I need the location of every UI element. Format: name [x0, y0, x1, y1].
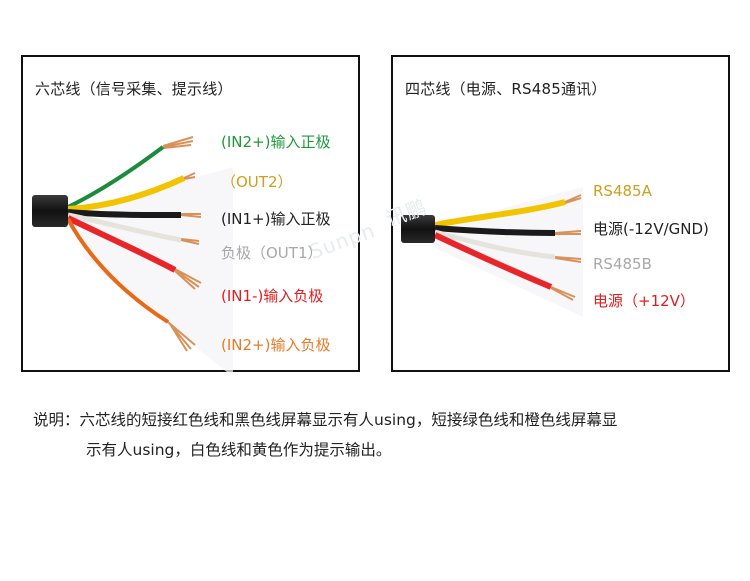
four-core-title: 四芯线（电源、RS485通讯）: [405, 80, 607, 98]
label-black-wire: (IN1+)输入正极: [221, 210, 331, 228]
cable-jacket: [401, 215, 435, 243]
note-line-2: 示有人using，白色线和黄色作为提示输出。: [86, 441, 392, 459]
black-wire: [434, 225, 556, 236]
four-core-cable-illustration: [401, 187, 583, 317]
yellow-wire: [434, 199, 566, 228]
label-green-wire: (IN2+)输入正极: [221, 133, 331, 151]
label-red-wire: (IN1-)输入负极: [221, 287, 324, 305]
six-core-title: 六芯线（信号采集、提示线）: [35, 80, 233, 98]
copper-strands: [162, 136, 202, 352]
four-core-panel: 四芯线（电源、RS485通讯） 讯鹏 RS485A 电源(-12V/GND) R…: [383, 55, 730, 372]
label-red-wire: 电源（+12V）: [593, 292, 695, 310]
red-wire: [433, 232, 553, 290]
label-white-wire: 负极（OUT1）: [221, 244, 323, 262]
label-white-wire: RS485B: [593, 255, 652, 273]
orange-wire: [66, 218, 170, 324]
copper-strands: [550, 194, 582, 301]
black-wire: [67, 209, 182, 218]
red-wire: [66, 215, 177, 273]
explanation-note: 说明：六芯线的短接红色线和黑色线屏幕显示有人using，短接绿色线和橙色线屏幕显…: [33, 405, 733, 465]
cable-jacket: [32, 195, 68, 227]
note-line-1: 说明：六芯线的短接红色线和黑色线屏幕显示有人using，短接绿色线和橙色线屏幕显: [33, 411, 618, 429]
six-core-panel: 六芯线（信号采集、提示线） Sunpn (IN2+)输入正极 （OUT2）: [21, 55, 378, 374]
yellow-wire: [67, 175, 186, 212]
white-wire: [67, 212, 182, 243]
label-black-wire: 电源(-12V/GND): [593, 220, 709, 238]
label-orange-wire: (IN2+)输入负极: [221, 336, 331, 354]
six-core-cable-illustration: [32, 136, 233, 374]
white-wire: [434, 229, 556, 260]
green-wire: [67, 145, 165, 209]
label-yellow-wire: RS485A: [593, 182, 652, 200]
label-yellow-wire: （OUT2）: [221, 173, 293, 191]
